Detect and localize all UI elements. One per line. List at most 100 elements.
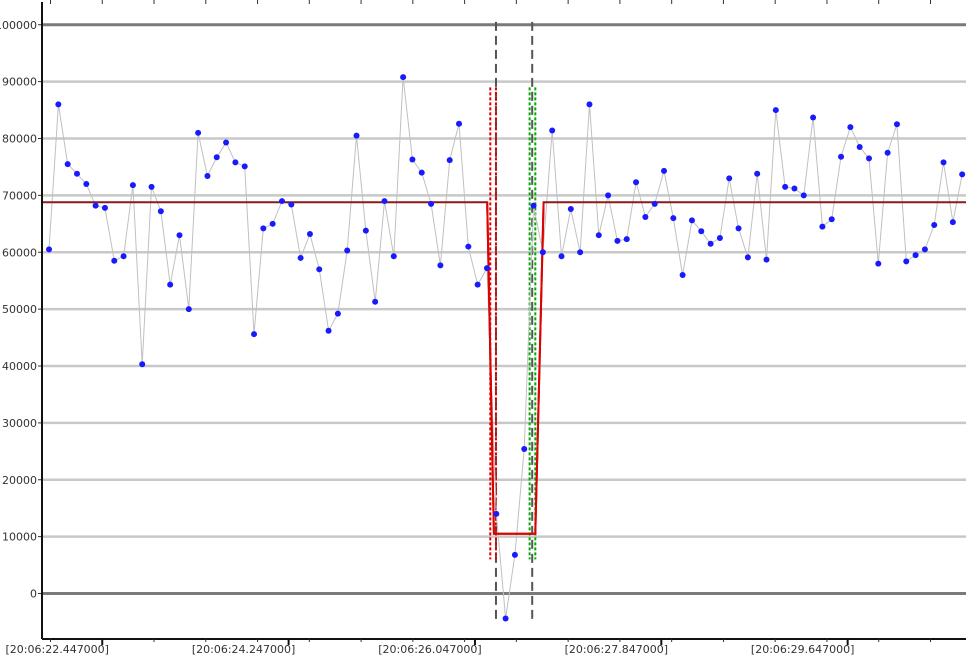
- data-point: [614, 237, 621, 244]
- axes: [41, 0, 966, 645]
- data-point: [288, 201, 295, 208]
- data-point: [251, 331, 258, 338]
- data-point: [530, 202, 537, 209]
- data-point: [176, 232, 183, 239]
- data-point: [912, 252, 919, 259]
- data-point: [64, 161, 71, 168]
- data-point: [744, 254, 751, 261]
- data-point: [148, 183, 155, 190]
- data-point: [847, 124, 854, 131]
- data-point: [595, 232, 602, 239]
- data-point: [679, 272, 686, 278]
- transition-series-line: [486, 202, 545, 535]
- data-point: [800, 192, 807, 199]
- data-point: [344, 247, 351, 254]
- data-point: [390, 253, 397, 260]
- data-point: [828, 216, 835, 223]
- data-point: [428, 200, 435, 207]
- data-point: [334, 310, 341, 317]
- data-point: [772, 107, 779, 114]
- y-tick-label: 70000: [2, 189, 37, 202]
- y-tick-label: 20000: [2, 474, 37, 487]
- data-point: [92, 202, 99, 209]
- data-point: [642, 213, 649, 220]
- data-point: [791, 185, 798, 192]
- data-point: [260, 225, 267, 232]
- data-point: [819, 223, 826, 230]
- data-point: [213, 154, 220, 161]
- data-point: [605, 192, 612, 199]
- data-point: [567, 206, 574, 213]
- data-point: [167, 281, 174, 288]
- x-axis-tick-labels: [20:06:22.447000] [20:06:24.247000] [20:06…: [6, 643, 855, 656]
- data-point: [83, 181, 90, 187]
- data-point: [353, 132, 360, 139]
- x-tick-label: [20:06:22.447000]: [6, 643, 109, 656]
- x-tick-label: [20:06:27.847000]: [565, 643, 668, 656]
- data-point: [865, 155, 872, 162]
- gridlines: [38, 23, 966, 595]
- data-point: [586, 101, 593, 108]
- data-point: [539, 249, 546, 256]
- data-point: [754, 170, 761, 177]
- data-point: [381, 198, 388, 205]
- y-tick-label: 0: [30, 588, 37, 601]
- data-point: [111, 257, 118, 264]
- data-point: [465, 243, 472, 250]
- y-tick-label: 60000: [2, 246, 37, 259]
- data-point: [884, 149, 891, 156]
- data-point: [549, 127, 556, 134]
- y-tick-label: 100000: [0, 19, 37, 32]
- data-point: [362, 227, 369, 234]
- y-tick-label: 30000: [2, 417, 37, 430]
- data-point: [670, 215, 677, 222]
- data-point: [204, 173, 211, 180]
- data-point: [661, 167, 668, 174]
- data-point: [120, 253, 127, 260]
- data-point: [418, 169, 425, 176]
- data-point: [698, 228, 705, 235]
- data-point: [763, 256, 770, 263]
- data-point: [651, 200, 658, 207]
- x-tick-label: [20:06:26.047000]: [378, 643, 481, 656]
- data-point: [400, 74, 407, 81]
- data-point: [633, 179, 640, 186]
- x-tick-label: [20:06:29.647000]: [751, 643, 854, 656]
- y-axis-tick-labels: 0 10000 20000 30000 40000 50000 60000 70000 8000…: [0, 19, 37, 601]
- data-point: [688, 217, 695, 224]
- data-point: [446, 157, 453, 164]
- data-point: [810, 114, 817, 121]
- data-point: [269, 220, 276, 227]
- x-tick-label: [20:06:24.247000]: [192, 643, 295, 656]
- data-point: [372, 298, 379, 305]
- data-point: [511, 551, 518, 558]
- data-point: [949, 219, 956, 226]
- data-point: [129, 182, 136, 189]
- data-point: [437, 262, 444, 269]
- y-tick-label: 50000: [2, 303, 37, 316]
- data-point: [185, 306, 192, 313]
- data-point: [241, 163, 248, 170]
- data-point: [782, 183, 789, 190]
- data-point: [223, 139, 230, 146]
- data-point: [502, 615, 509, 622]
- data-point: [940, 159, 947, 166]
- data-point: [139, 361, 146, 368]
- data-point: [157, 208, 164, 215]
- data-point: [903, 258, 910, 265]
- data-point: [101, 204, 108, 211]
- data-point: [325, 327, 332, 334]
- data-points: [46, 74, 966, 622]
- data-point: [46, 246, 53, 253]
- data-point: [716, 235, 723, 242]
- data-point: [73, 170, 80, 177]
- data-point: [474, 281, 481, 288]
- data-point: [893, 121, 900, 128]
- data-point: [623, 236, 630, 243]
- data-point: [316, 266, 323, 273]
- data-point: [278, 198, 285, 205]
- data-point: [726, 175, 733, 182]
- data-point: [875, 260, 882, 267]
- data-point: [735, 225, 742, 232]
